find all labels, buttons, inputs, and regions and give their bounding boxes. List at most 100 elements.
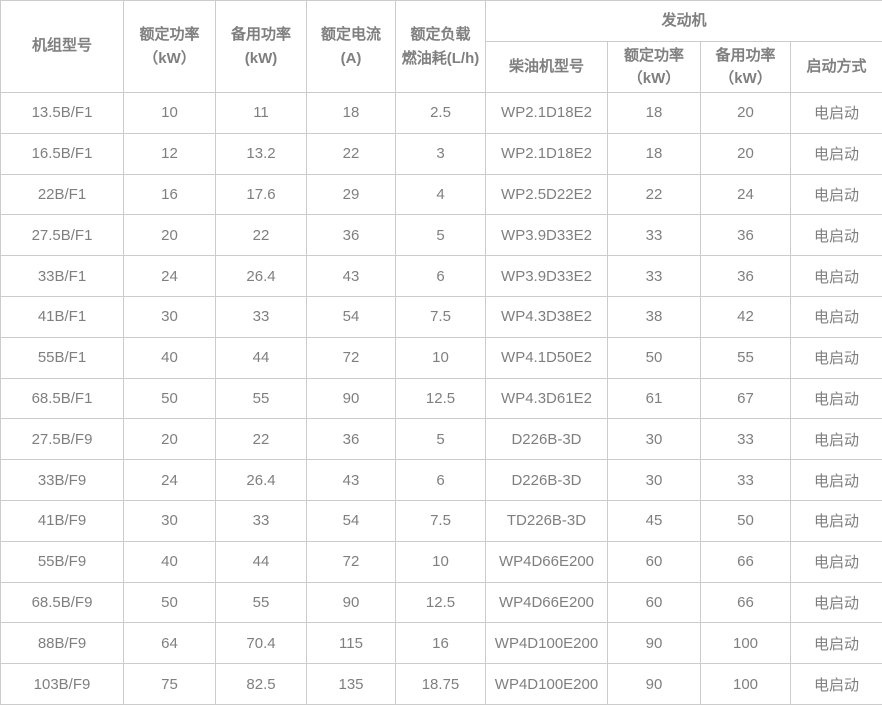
cell-engine-rated-power: 60 (607, 581, 701, 624)
cell-fuel-consumption: 6 (395, 255, 486, 297)
cell-fuel-consumption: 3 (395, 132, 486, 175)
cell-unit-model: 41B/F1 (0, 295, 124, 338)
cell-fuel-consumption: 10 (395, 336, 486, 379)
cell-standby-power: 22 (215, 418, 307, 461)
header-start-mode: 启动方式 (789, 41, 882, 93)
cell-engine-model: WP4.1D50E2 (485, 336, 608, 379)
cell-engine-standby-power: 24 (700, 173, 791, 216)
cell-unit-model: 55B/F1 (0, 336, 124, 379)
header-standby-power: 备用功率 (kW) (215, 0, 307, 93)
cell-rated-current: 135 (306, 663, 396, 705)
cell-engine-rated-power: 38 (607, 295, 701, 338)
header-fuel-consumption: 额定负载 燃油耗(L/h) (395, 0, 486, 93)
cell-start-mode: 电启动 (789, 418, 882, 461)
cell-fuel-consumption: 12.5 (395, 581, 486, 624)
cell-start-mode: 电启动 (789, 377, 882, 420)
header-engine-standby-power: 备用功率 （kW） (700, 41, 791, 93)
header-line: （kW） (627, 70, 681, 87)
cell-rated-current: 90 (306, 377, 396, 420)
cell-rated-current: 115 (306, 622, 396, 665)
cell-start-mode: 电启动 (789, 255, 882, 297)
cell-rated-current: 90 (306, 581, 396, 624)
cell-standby-power: 44 (215, 540, 307, 583)
cell-rated-power: 10 (123, 92, 216, 134)
cell-engine-rated-power: 22 (607, 173, 701, 216)
cell-standby-power: 82.5 (215, 663, 307, 705)
cell-start-mode: 电启动 (789, 214, 882, 257)
cell-engine-rated-power: 30 (607, 418, 701, 461)
cell-engine-model: WP2.5D22E2 (485, 173, 608, 216)
cell-engine-model: WP4D100E200 (485, 663, 608, 705)
cell-rated-power: 20 (123, 418, 216, 461)
table-row: 55B/F9 40 44 72 10 WP4D66E200 60 66 电启动 (0, 540, 882, 583)
cell-rated-power: 40 (123, 336, 216, 379)
table-body: 13.5B/F1 10 11 18 2.5 WP2.1D18E2 18 20 电… (0, 92, 882, 705)
cell-engine-rated-power: 60 (607, 540, 701, 583)
cell-rated-power: 40 (123, 540, 216, 583)
cell-fuel-consumption: 7.5 (395, 295, 486, 338)
header-line: 额定功率 (139, 26, 200, 44)
table-row: 68.5B/F1 50 55 90 12.5 WP4.3D61E2 61 67 … (0, 377, 882, 420)
header-line: （kW） (719, 70, 772, 87)
cell-standby-power: 17.6 (215, 173, 307, 216)
cell-start-mode: 电启动 (789, 173, 882, 216)
cell-rated-power: 24 (123, 459, 216, 501)
cell-engine-rated-power: 33 (607, 255, 701, 297)
table-row: 27.5B/F1 20 22 36 5 WP3.9D33E2 33 36 电启动 (0, 214, 882, 257)
cell-engine-model: WP4.3D61E2 (485, 377, 608, 420)
header-line: 额定负载 (410, 26, 471, 44)
cell-rated-power: 16 (123, 173, 216, 216)
cell-standby-power: 33 (215, 499, 307, 542)
table-row: 33B/F1 24 26.4 43 6 WP3.9D33E2 33 36 电启动 (0, 255, 882, 297)
cell-rated-power: 30 (123, 295, 216, 338)
cell-rated-power: 50 (123, 377, 216, 420)
cell-engine-model: WP4D66E200 (485, 581, 608, 624)
cell-unit-model: 68.5B/F1 (0, 377, 124, 420)
cell-rated-current: 36 (306, 418, 396, 461)
cell-standby-power: 26.4 (215, 255, 307, 297)
header-row-sub: 柴油机型号 额定功率 （kW） 备用功率 （kW） 启动方式 (1, 41, 882, 93)
cell-engine-model: D226B-3D (485, 459, 608, 501)
table-row: 13.5B/F1 10 11 18 2.5 WP2.1D18E2 18 20 电… (0, 92, 882, 134)
table-row: 27.5B/F9 20 22 36 5 D226B-3D 30 33 电启动 (0, 418, 882, 461)
header-unit-model: 机组型号 (0, 0, 124, 93)
cell-start-mode: 电启动 (789, 499, 882, 542)
header-engine-rated-power: 额定功率 （kW） (607, 41, 701, 93)
cell-fuel-consumption: 4 (395, 173, 486, 216)
cell-engine-standby-power: 36 (700, 214, 791, 257)
cell-engine-model: WP2.1D18E2 (485, 92, 608, 134)
cell-fuel-consumption: 10 (395, 540, 486, 583)
cell-rated-current: 29 (306, 173, 396, 216)
cell-engine-standby-power: 66 (700, 581, 791, 624)
cell-engine-rated-power: 18 (607, 92, 701, 134)
cell-start-mode: 电启动 (789, 663, 882, 705)
cell-rated-current: 54 (306, 499, 396, 542)
cell-engine-model: WP4.3D38E2 (485, 295, 608, 338)
cell-standby-power: 55 (215, 377, 307, 420)
cell-engine-rated-power: 90 (607, 622, 701, 665)
header-line: (A) (340, 49, 362, 67)
table-row: 55B/F1 40 44 72 10 WP4.1D50E2 50 55 电启动 (0, 336, 882, 379)
table-row: 68.5B/F9 50 55 90 12.5 WP4D66E200 60 66 … (0, 581, 882, 624)
cell-rated-power: 50 (123, 581, 216, 624)
cell-rated-current: 72 (306, 540, 396, 583)
cell-standby-power: 22 (215, 214, 307, 257)
header-line: (kW) (244, 49, 278, 67)
cell-engine-rated-power: 61 (607, 377, 701, 420)
cell-unit-model: 16.5B/F1 (0, 132, 124, 175)
cell-engine-model: WP2.1D18E2 (485, 132, 608, 175)
cell-unit-model: 27.5B/F9 (0, 418, 124, 461)
cell-fuel-consumption: 12.5 (395, 377, 486, 420)
cell-engine-model: TD226B-3D (485, 499, 608, 542)
cell-standby-power: 55 (215, 581, 307, 624)
header-rated-current: 额定电流 (A) (306, 0, 396, 93)
cell-engine-rated-power: 18 (607, 132, 701, 175)
cell-engine-model: WP4D66E200 (485, 540, 608, 583)
cell-engine-standby-power: 55 (700, 336, 791, 379)
header-engine-group: 发动机 (484, 0, 882, 42)
cell-rated-current: 54 (306, 295, 396, 338)
header-line: 备用功率 (230, 26, 291, 44)
cell-unit-model: 103B/F9 (0, 663, 124, 705)
cell-unit-model: 27.5B/F1 (0, 214, 124, 257)
